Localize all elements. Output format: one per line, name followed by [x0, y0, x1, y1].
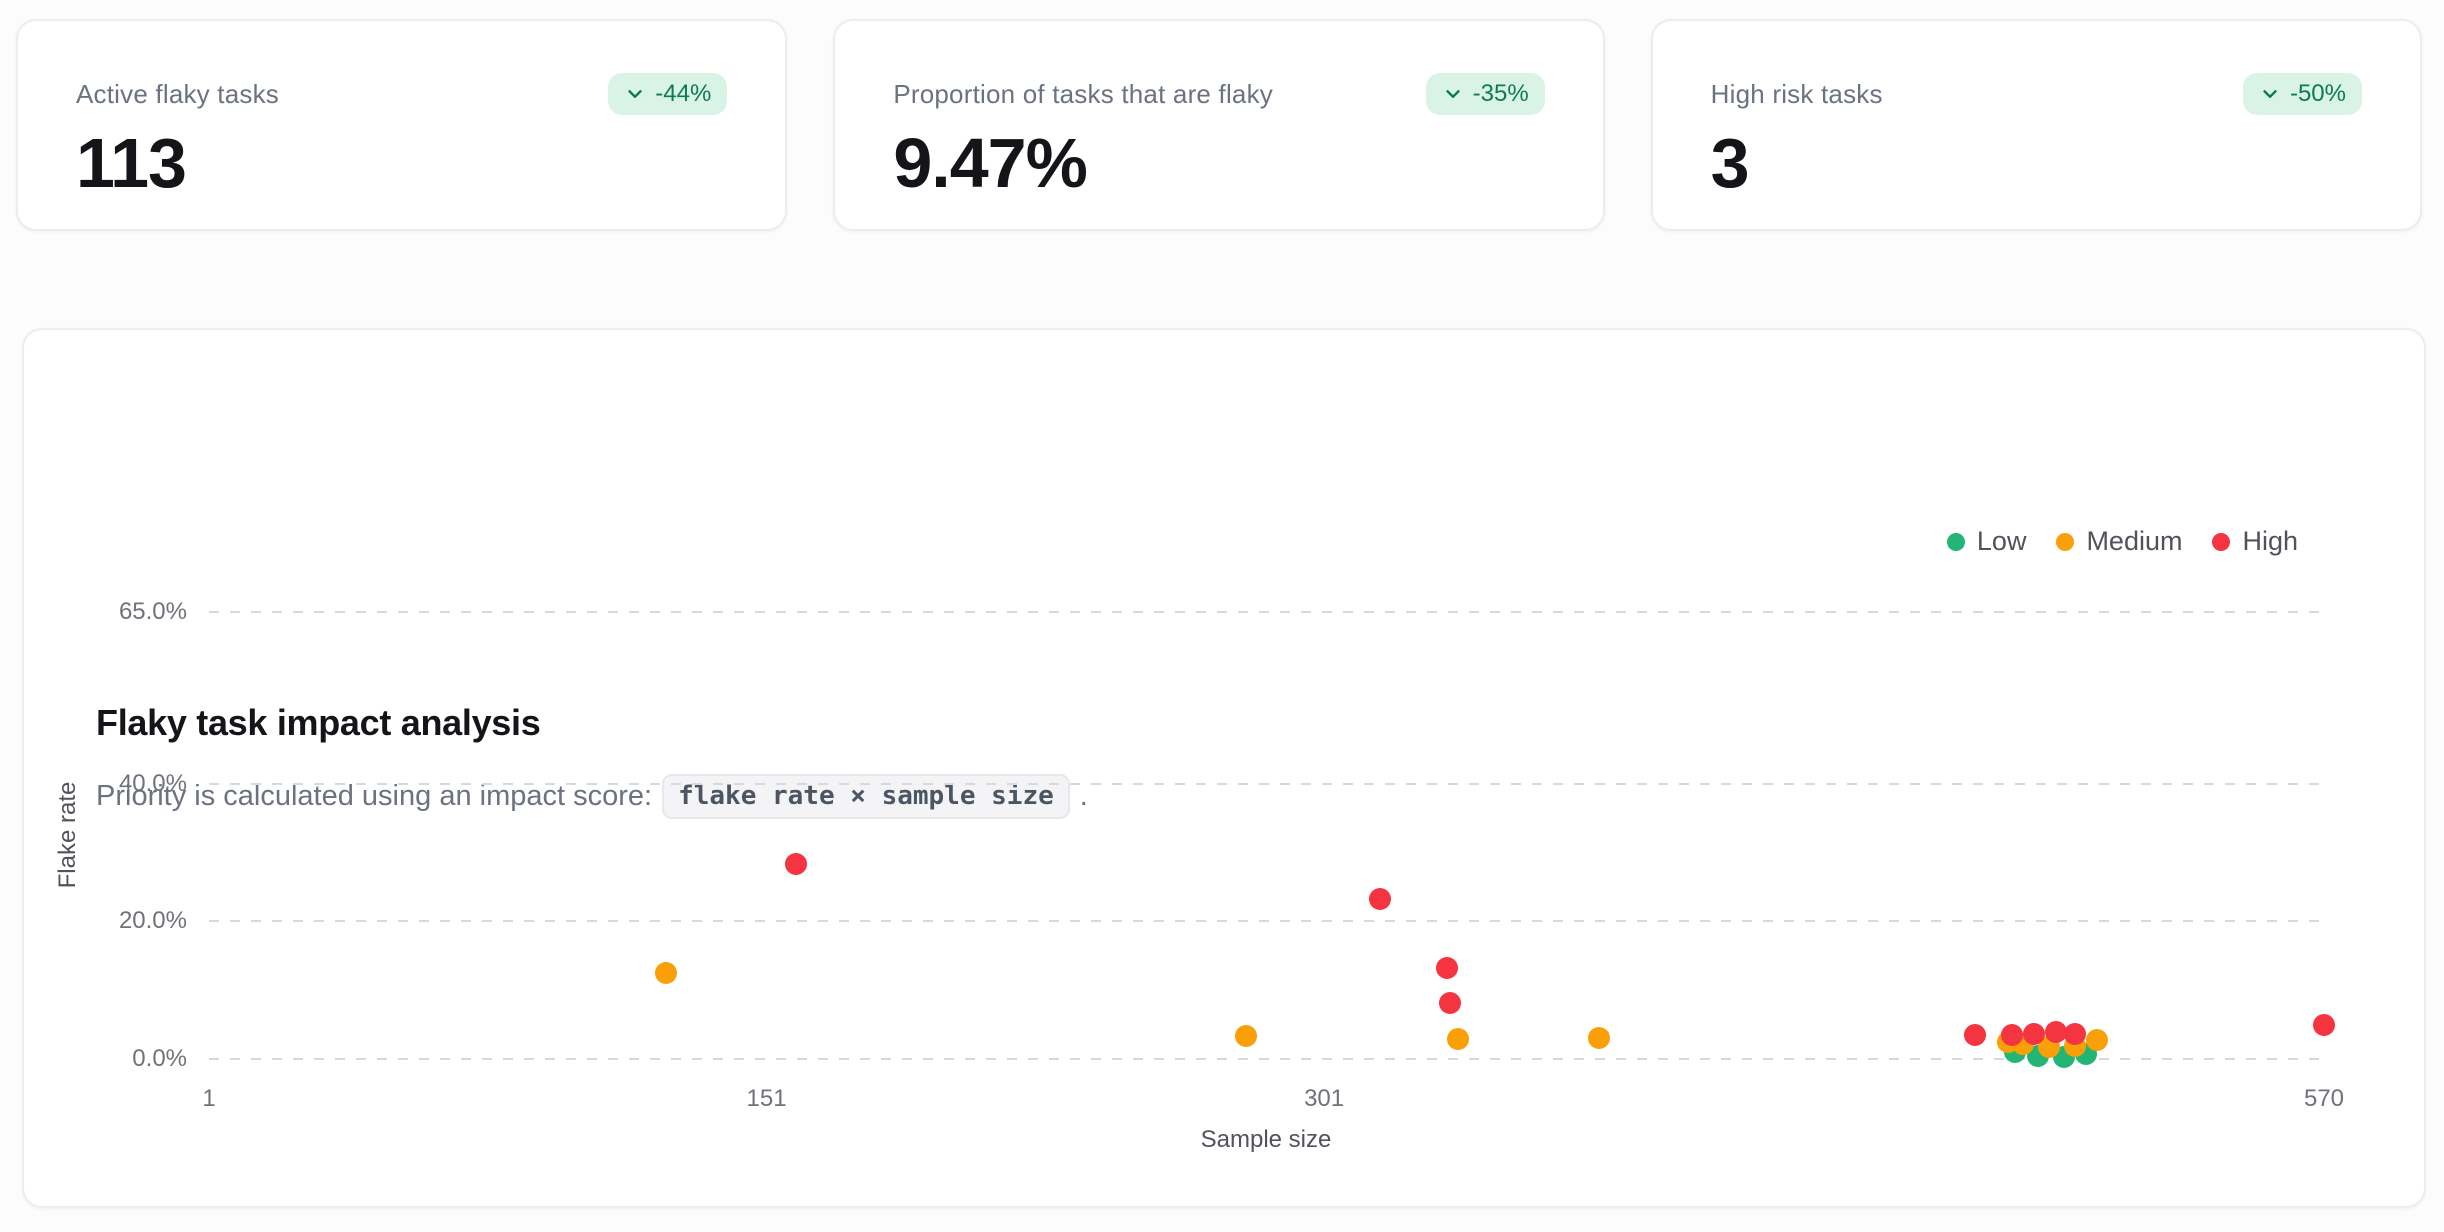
scatter-point-medium[interactable] [2086, 1029, 2109, 1052]
stat-card-header: High risk tasks -50% [1711, 73, 2362, 115]
stat-value: 3 [1710, 124, 1750, 202]
y-tick-label: 65.0% [118, 598, 187, 625]
stat-card-high-risk-tasks: High risk tasks -50% 3 [1650, 19, 2422, 231]
gridline-40.0% [209, 782, 2324, 785]
scatter-point-high[interactable] [2313, 1013, 2335, 1036]
delta-badge: -44% [608, 73, 728, 115]
chart-subtitle-text: Priority is calculated using an impact s… [96, 780, 653, 813]
scatter-point-high[interactable] [1439, 991, 1462, 1014]
x-axis-title: Sample size [1200, 1126, 1332, 1153]
stat-card-proportion-flaky: Proportion of tasks that are flaky -35% … [833, 19, 1605, 231]
delta-value: -44% [655, 80, 712, 107]
gridline-0.0% [209, 1058, 2324, 1060]
x-tick-label: 151 [746, 1085, 787, 1112]
delta-badge: -50% [2242, 73, 2362, 115]
scatter-point-high[interactable] [2000, 1023, 2023, 1046]
stat-label: Active flaky tasks [76, 78, 279, 109]
stat-label: Proportion of tasks that are flaky [893, 78, 1273, 109]
chart-legend: Low Medium High [1946, 526, 2298, 557]
legend-dot-medium [2056, 532, 2075, 551]
legend-dot-low [1946, 532, 1965, 551]
legend-label: High [2242, 526, 2298, 556]
chart-inner: Flaky task impact analysis Priority is c… [24, 330, 2424, 1206]
scatter-point-medium[interactable] [1235, 1025, 1258, 1048]
gridline-65.0% [209, 611, 2324, 613]
chevron-down-icon [628, 90, 642, 98]
scatter-point-high[interactable] [2063, 1023, 2086, 1046]
scatter-point-medium[interactable] [1446, 1028, 1469, 1051]
scatter-point-high[interactable] [1368, 888, 1391, 911]
x-tick-label: 570 [2303, 1085, 2345, 1112]
scatter-point-high[interactable] [2045, 1021, 2068, 1044]
chevron-down-icon [2263, 90, 2277, 98]
delta-value: -50% [2289, 80, 2346, 107]
scatter-point-high[interactable] [1435, 957, 1458, 980]
legend-item-low[interactable]: Low [1946, 526, 2027, 557]
scatter-point-medium[interactable] [1588, 1027, 1611, 1050]
delta-badge: -35% [1425, 73, 1545, 115]
gridline-20.0% [209, 920, 2324, 923]
plot-area: 0.0% 20.0% 40.0% 65.0% 1 151 301 570 [119, 598, 2344, 1112]
chart-subtitle: Priority is calculated using an impact s… [96, 774, 1088, 820]
legend-dot-high [2212, 532, 2231, 551]
chevron-down-icon [1445, 90, 1460, 98]
legend-label: Low [1976, 526, 2027, 556]
chart-subtitle-period: . [1079, 780, 1088, 813]
scatter-point-high[interactable] [785, 853, 808, 876]
stat-value: 113 [76, 124, 187, 202]
scatter-point-high[interactable] [2023, 1022, 2046, 1045]
legend-item-high[interactable]: High [2212, 526, 2298, 557]
x-tick-label: 301 [1304, 1085, 1345, 1112]
scatter-point-high[interactable] [1963, 1023, 1986, 1046]
stat-card-header: Proportion of tasks that are flaky -35% [893, 73, 1545, 115]
y-tick-label: 40.0% [118, 769, 187, 797]
chart-title: Flaky task impact analysis [96, 702, 541, 743]
stats-row: Active flaky tasks -44% 113 Proportion o… [16, 19, 2422, 231]
y-tick-label: 0.0% [132, 1045, 187, 1072]
stat-label: High risk tasks [1710, 78, 1883, 109]
legend-item-medium[interactable]: Medium [2056, 526, 2182, 557]
y-axis-title: Flake rate [54, 781, 81, 889]
stat-card-header: Active flaky tasks -44% [76, 73, 728, 115]
stat-value: 9.47% [893, 124, 1087, 202]
scatter-point-medium[interactable] [655, 962, 678, 985]
impact-formula-chip: flake rate × sample size [662, 774, 1070, 820]
legend-label: Medium [2086, 526, 2183, 556]
chart-card: Flaky task impact analysis Priority is c… [22, 328, 2426, 1208]
stat-card-active-flaky-tasks: Active flaky tasks -44% 113 [16, 19, 788, 231]
x-tick-label: 1 [202, 1085, 216, 1112]
delta-value: -35% [1472, 80, 1529, 107]
y-tick-label: 20.0% [118, 907, 187, 935]
